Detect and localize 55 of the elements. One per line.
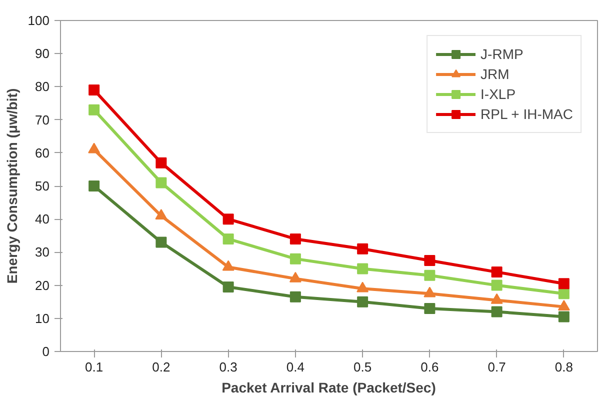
y-tick-label: 10 [35, 310, 50, 326]
point [558, 288, 570, 300]
point [558, 300, 570, 310]
point [290, 291, 301, 302]
point [357, 243, 368, 254]
legend-label: I-XLP [480, 86, 516, 102]
legend-label: JRM [480, 66, 510, 82]
point [88, 104, 100, 116]
legend-label: RPL + IH-MAC [480, 106, 573, 122]
point [491, 306, 502, 318]
y-tick-label: 90 [35, 46, 50, 62]
point [156, 157, 167, 168]
y-tick-label: 0 [42, 344, 50, 359]
y-tick-label: 80 [35, 79, 50, 94]
point [491, 266, 502, 278]
point [88, 180, 100, 192]
point [356, 282, 369, 292]
point [424, 254, 436, 266]
y-tick-label: 70 [35, 112, 50, 128]
y-tick-label: 40 [35, 212, 50, 227]
point [88, 84, 100, 96]
point [222, 281, 234, 292]
point [491, 280, 502, 291]
point [222, 260, 234, 271]
point [156, 177, 167, 188]
y-tick-label: 50 [35, 178, 50, 194]
point [424, 270, 436, 281]
point [490, 293, 503, 304]
x-tick-label: 0.8 [554, 360, 573, 374]
point [424, 286, 436, 298]
point [558, 311, 570, 322]
y-tick-label: 100 [28, 13, 50, 28]
x-tick-label: 0.4 [286, 360, 304, 374]
point [289, 272, 302, 282]
x-tick-label: 0.7 [488, 360, 506, 374]
y-tick-label: 60 [35, 145, 50, 160]
point [357, 263, 368, 274]
x-axis-title: Packet Arrival Rate (Packet/Sec) [222, 380, 436, 396]
x-tick-label: 0.6 [420, 360, 439, 374]
point [558, 278, 570, 290]
point [424, 302, 436, 314]
y-axis-title: Energy Consumption (μw/bit) [4, 88, 20, 284]
x-tick-label: 0.1 [85, 360, 104, 374]
y-tick-label: 20 [35, 278, 50, 293]
legend-label: J-RMP [480, 46, 524, 62]
point [290, 253, 301, 264]
point [222, 214, 234, 225]
point [357, 296, 368, 308]
point [156, 236, 167, 248]
point [290, 233, 301, 244]
x-tick-label: 0.3 [219, 360, 238, 374]
x-tick-label: 0.2 [152, 360, 170, 374]
x-tick-label: 0.5 [354, 360, 372, 374]
y-tick-label: 30 [35, 244, 50, 260]
point [222, 233, 234, 244]
